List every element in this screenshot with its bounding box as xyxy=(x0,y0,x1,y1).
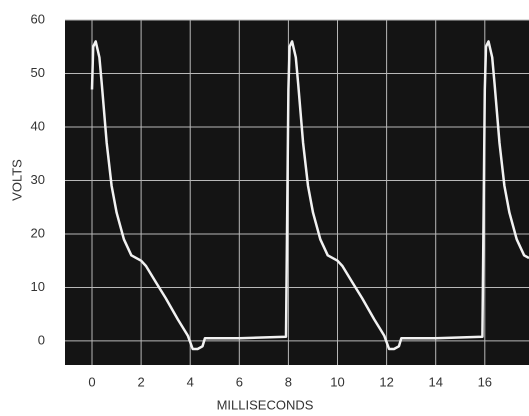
x-tick-label: 14 xyxy=(428,374,442,389)
x-tick-label: 0 xyxy=(88,374,95,389)
y-tick-label: 50 xyxy=(31,65,45,80)
x-tick-label: 8 xyxy=(285,374,292,389)
y-tick-label: 30 xyxy=(31,172,45,187)
x-tick-label: 10 xyxy=(330,374,344,389)
y-tick-label: 60 xyxy=(31,11,45,26)
y-tick-label: 10 xyxy=(31,279,45,294)
y-tick-label: 0 xyxy=(38,332,45,347)
y-axis-label: VOLTS xyxy=(9,159,24,201)
x-tick-label: 12 xyxy=(379,374,393,389)
x-tick-label: 6 xyxy=(236,374,243,389)
x-tick-label: 4 xyxy=(187,374,194,389)
y-tick-label: 40 xyxy=(31,118,45,133)
x-tick-label: 2 xyxy=(137,374,144,389)
x-tick-label: 16 xyxy=(478,374,492,389)
x-axis-label: MILLISECONDS xyxy=(217,397,314,412)
y-tick-label: 20 xyxy=(31,225,45,240)
chart: MILLISECONDS VOLTS 0 10 20 30 40 50 60 0 2 4 6 8 10 1… xyxy=(0,0,529,416)
